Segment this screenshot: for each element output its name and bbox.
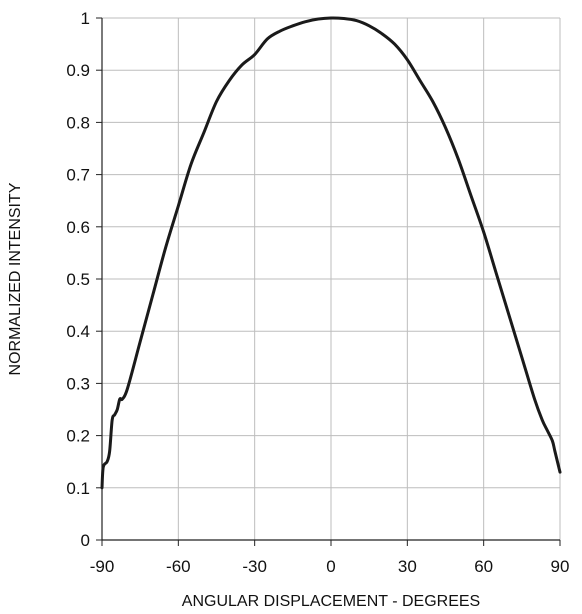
x-tick-label: 0 <box>326 557 335 576</box>
x-tick-label: 90 <box>551 557 570 576</box>
y-tick-label: 0.5 <box>66 270 90 289</box>
y-axis-title: NORMALIZED INTENSITY <box>7 182 24 375</box>
labels-layer: 0 0.1 0.2 0.3 0.4 0.5 0.6 0.7 0.8 0.9 1 -90 -60 -30 0 3… <box>66 9 569 576</box>
y-tick-label: 0.7 <box>66 166 90 185</box>
series-layer <box>100 16 562 490</box>
y-tick-label: 0.1 <box>66 479 90 498</box>
x-axis-title: ANGULAR DISPLACEMENT - DEGREES <box>182 593 480 610</box>
y-tick-label: 0.4 <box>66 322 90 341</box>
y-tick-label: 0 <box>81 531 90 550</box>
x-tick-label: -30 <box>242 557 267 576</box>
y-tick-label: 0.3 <box>66 374 90 393</box>
y-tick-label: 0.6 <box>66 218 90 237</box>
y-tick-label: 0.8 <box>66 113 90 132</box>
grid-layer <box>102 17 561 540</box>
x-tick-label: 30 <box>398 557 417 576</box>
y-tick-label: 0.9 <box>66 61 90 80</box>
x-tick-label: 60 <box>474 557 493 576</box>
y-tick-label: 1 <box>81 9 90 28</box>
y-tick-label: 0.2 <box>66 427 90 446</box>
axes-layer <box>96 17 561 546</box>
x-tick-label: -90 <box>90 557 115 576</box>
intensity-series-line <box>100 16 562 490</box>
x-tick-label: -60 <box>166 557 191 576</box>
